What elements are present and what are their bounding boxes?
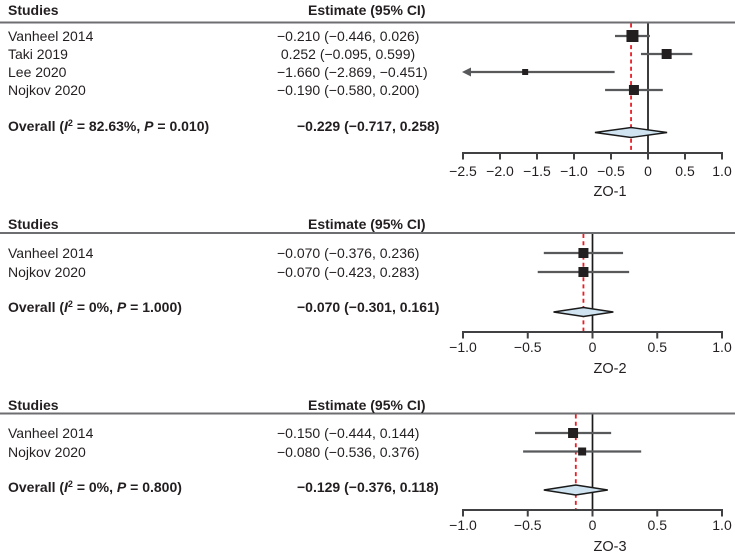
effect-square (578, 248, 589, 258)
overall-estimate: −0.129 (−0.376, 0.118) (297, 479, 439, 495)
study-estimate: −0.070 (−0.423, 0.283) (277, 264, 420, 280)
axis-title: ZO-2 (593, 361, 626, 377)
overall-estimate: −0.070 (−0.301, 0.161) (297, 299, 440, 315)
effect-square (628, 85, 639, 95)
study-name: Vanheel 2014 (8, 245, 94, 261)
tick-label: −2.0 (486, 163, 514, 179)
i-squared-superscript: 2 (67, 299, 73, 309)
tick-label: 1.0 (712, 339, 732, 355)
tick-label: 1.0 (712, 517, 732, 533)
estimate-column-header: Estimate (95% CI) (308, 216, 426, 232)
study-estimate: −0.080 (−0.536, 0.376) (277, 443, 420, 460)
study-name: Nojkov 2020 (8, 443, 86, 460)
tick-label: 0 (644, 163, 652, 179)
i-squared-value: = 82.63%, (72, 118, 145, 134)
study-name: Nojkov 2020 (8, 264, 86, 280)
i-squared-superscript: 2 (67, 479, 73, 489)
study-estimate: 0.252 (−0.095, 0.599) (277, 46, 416, 62)
ci-clip-arrow-icon (462, 67, 471, 77)
tick-label: −2.5 (449, 163, 477, 179)
effect-square (578, 447, 587, 456)
overall-label-prefix: Overall ( (8, 299, 65, 315)
tick-label: 0.5 (675, 163, 695, 179)
i-squared-symbol: I (64, 118, 68, 134)
study-name: Nojkov 2020 (8, 82, 86, 98)
i-squared-symbol: I (64, 479, 68, 495)
tick-label: 0.5 (648, 517, 668, 533)
effect-square (522, 69, 529, 75)
study-estimate: −0.070 (−0.376, 0.236) (277, 245, 420, 261)
overall-label: Overall (I2 = 0%, P = 0.800) (8, 479, 182, 495)
overall-diamond (594, 126, 668, 139)
i-squared-value: = 0%, (72, 299, 117, 315)
study-estimate: −0.150 (−0.444, 0.144) (277, 425, 420, 441)
overall-label: Overall (I2 = 82.63%, P = 0.010) (8, 118, 210, 134)
p-value: = 1.000) (126, 299, 182, 315)
study-estimate: −0.210 (−0.446, 0.026) (277, 28, 420, 44)
tick-label: −1.0 (560, 163, 588, 179)
study-name: Taki 2019 (8, 46, 68, 62)
p-symbol: P (116, 479, 127, 495)
p-symbol: P (116, 299, 127, 315)
tick-label: −0.5 (514, 517, 542, 533)
tick-label: −0.5 (514, 339, 542, 355)
axis-title: ZO-1 (593, 184, 626, 200)
study-estimate: −1.660 (−2.869, −0.451) (277, 64, 428, 80)
tick-label: −0.5 (597, 163, 625, 179)
overall-diamond (543, 484, 608, 496)
i-squared-superscript: 2 (67, 118, 73, 128)
tick-label: 0.5 (648, 339, 668, 355)
tick-label: −1.0 (449, 339, 477, 355)
study-estimate: −0.190 (−0.580, 0.200) (277, 82, 420, 98)
i-squared-symbol: I (64, 299, 68, 315)
p-symbol: P (144, 118, 154, 134)
tick-label: 0 (589, 339, 597, 355)
studies-column-header: Studies (8, 397, 59, 413)
study-name: Lee 2020 (8, 64, 67, 80)
overall-diamond (553, 306, 614, 318)
study-name: Vanheel 2014 (8, 28, 94, 44)
overall-label: Overall (I2 = 0%, P = 1.000) (8, 299, 182, 315)
estimate-column-header: Estimate (95% CI) (308, 2, 426, 18)
p-value: = 0.010) (153, 118, 210, 134)
effect-square (568, 428, 579, 438)
studies-column-header: Studies (8, 216, 59, 232)
overall-label-prefix: Overall ( (8, 118, 65, 134)
estimate-column-header: Estimate (95% CI) (308, 397, 426, 413)
effect-square (578, 267, 589, 277)
i-squared-value: = 0%, (72, 479, 117, 495)
tick-label: −1.5 (523, 163, 551, 179)
tick-label: 0 (589, 517, 597, 533)
effect-square (626, 30, 639, 42)
overall-estimate: −0.229 (−0.717, 0.258) (297, 118, 440, 134)
axis-title: ZO-3 (593, 539, 626, 555)
studies-column-header: Studies (8, 2, 59, 18)
effect-square (661, 49, 672, 59)
study-name: Vanheel 2014 (8, 425, 94, 441)
p-value: = 0.800) (126, 479, 182, 495)
overall-label-prefix: Overall ( (8, 479, 65, 495)
tick-label: 1.0 (712, 163, 732, 179)
tick-label: −1.0 (449, 517, 477, 533)
